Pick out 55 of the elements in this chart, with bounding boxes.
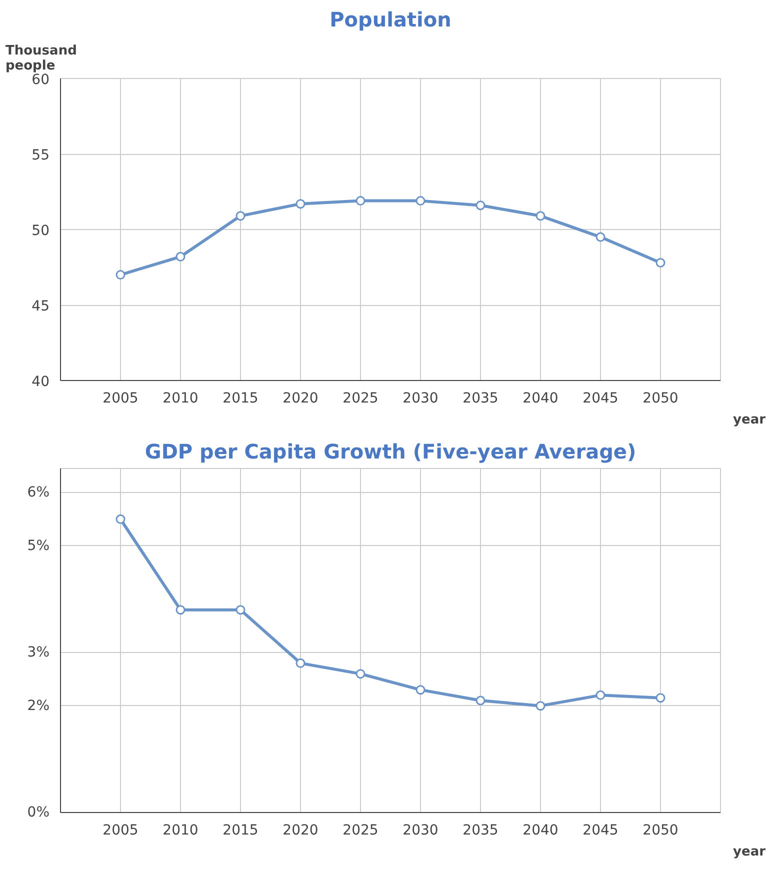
y-tick-label: 45 (32, 298, 50, 314)
point (596, 232, 606, 242)
y-tick-label: 5% (27, 538, 50, 554)
x-tick-label: 2040 (522, 390, 558, 406)
x-axis-title: year (733, 412, 766, 428)
x-axis-title: year (733, 844, 766, 860)
x-tick-label: 2050 (642, 390, 678, 406)
point (476, 696, 486, 706)
point (116, 270, 126, 280)
x-tick-label: 2050 (642, 822, 678, 838)
point (356, 196, 366, 206)
point (296, 658, 306, 668)
x-tick-label: 2005 (102, 822, 138, 838)
x-tick-label: 2010 (162, 822, 198, 838)
x-tick-label: 2045 (582, 822, 618, 838)
x-tick-label: 2040 (522, 822, 558, 838)
point (656, 258, 666, 268)
point (296, 199, 306, 209)
point (416, 196, 426, 206)
y-tick-label: 0% (27, 804, 50, 820)
x-tick-label: 2005 (102, 390, 138, 406)
point (656, 693, 666, 703)
x-tick-label: 2030 (402, 390, 438, 406)
point (176, 605, 186, 615)
chart-title: Population (330, 8, 452, 32)
y-tick-label: 2% (27, 698, 50, 714)
point (536, 701, 546, 711)
x-tick-label: 2020 (282, 822, 318, 838)
point (116, 514, 126, 524)
point (416, 685, 426, 695)
y-tick-label: 40 (32, 374, 50, 390)
chart-title: GDP per Capita Growth (Five-year Average) (144, 440, 636, 464)
x-tick-label: 2035 (462, 822, 498, 838)
x-tick-label: 2010 (162, 390, 198, 406)
x-tick-label: 2015 (222, 822, 258, 838)
point (236, 211, 246, 221)
y-tick-label: 3% (27, 644, 50, 660)
y-tick-label: 6% (27, 484, 50, 500)
point (176, 252, 186, 262)
x-tick-label: 2025 (342, 822, 378, 838)
point (536, 211, 546, 221)
y-tick-label: 55 (32, 148, 50, 164)
point (236, 605, 246, 615)
x-tick-label: 2035 (462, 390, 498, 406)
x-tick-label: 2025 (342, 390, 378, 406)
x-tick-label: 2030 (402, 822, 438, 838)
y-tick-label: 50 (32, 223, 50, 239)
y-axis-title: Thousand people (6, 44, 77, 74)
x-tick-label: 2020 (282, 390, 318, 406)
point (596, 690, 606, 700)
x-tick-label: 2045 (582, 390, 618, 406)
y-tick-label: 60 (32, 72, 50, 88)
point (356, 669, 366, 679)
point (476, 200, 486, 210)
x-tick-label: 2015 (222, 390, 258, 406)
